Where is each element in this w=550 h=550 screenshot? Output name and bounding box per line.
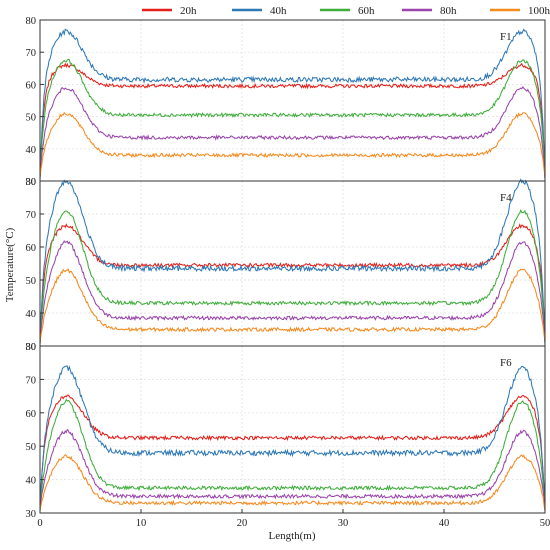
y-tick-label: 40 — [26, 145, 37, 156]
x-tick-label: 10 — [136, 518, 147, 529]
y-tick-label: 50 — [26, 113, 37, 124]
panel-label-F4: F4 — [500, 192, 512, 204]
y-tick-label: 70 — [26, 48, 37, 59]
panel-label-F6: F6 — [500, 357, 512, 369]
series-line-80h — [39, 86, 546, 180]
series-line-100h — [39, 453, 546, 512]
x-axis-ticks: 0 10 20 30 40 50 — [37, 509, 550, 529]
y-tick-label: 80 — [26, 342, 37, 353]
x-tick-label: 50 — [540, 518, 550, 529]
x-axis-label: Length(m) — [268, 530, 315, 542]
y-tick-label: 40 — [26, 476, 37, 487]
legend: 20h 40h 60h 80h 100h — [142, 5, 550, 17]
x-tick-label: 30 — [338, 518, 349, 529]
series-line-20h — [39, 394, 546, 511]
legend-label-40h: 40h — [270, 5, 287, 17]
series-line-60h — [39, 58, 546, 178]
y-tick-label: 40 — [26, 309, 37, 320]
x-tick-label: 40 — [439, 518, 450, 529]
series-line-40h — [39, 178, 546, 345]
panel-F1: 30 40 50 60 70 80 F1 — [26, 16, 546, 188]
panel-label-F1: F1 — [500, 31, 512, 43]
y-tick-label: 70 — [26, 210, 37, 221]
series-line-80h — [39, 240, 546, 344]
y-tick-label: 30 — [26, 177, 37, 188]
y-tick-label: 60 — [26, 80, 37, 91]
series-line-60h — [39, 398, 546, 511]
series-line-40h — [39, 28, 546, 181]
y-tick-label: 50 — [26, 442, 37, 453]
legend-label-100h: 100h — [528, 5, 550, 17]
y-tick-label: 80 — [26, 16, 37, 27]
series-line-100h — [39, 111, 546, 177]
plot-frame — [39, 19, 546, 182]
series-line-60h — [39, 208, 546, 345]
series-line-100h — [39, 268, 546, 344]
x-tick-label: 0 — [37, 518, 42, 529]
series-line-40h — [39, 365, 546, 511]
series-line-20h — [39, 62, 546, 180]
y-axis-label: Temperature(°C) — [4, 227, 16, 302]
y-tick-label: 80 — [26, 177, 37, 188]
y-tick-label: 50 — [26, 276, 37, 287]
panel-F4: 30 40 50 60 70 80 F4 — [26, 177, 546, 353]
series-line-80h — [39, 428, 546, 509]
series-line-20h — [39, 223, 546, 345]
x-tick-label: 20 — [237, 518, 248, 529]
y-tick-label: 30 — [26, 342, 37, 353]
y-tick-label: 30 — [26, 509, 37, 520]
legend-label-60h: 60h — [358, 5, 375, 17]
panel-F6: 30 40 50 60 70 80 F6 — [26, 342, 546, 520]
legend-label-20h: 20h — [180, 5, 197, 17]
legend-label-80h: 80h — [440, 5, 457, 17]
y-tick-label: 70 — [26, 375, 37, 386]
y-tick-label: 60 — [26, 409, 37, 420]
y-tick-label: 60 — [26, 243, 37, 254]
plot-frame — [39, 345, 546, 514]
plot-frame — [39, 180, 546, 347]
chart-panels: 30 40 50 60 70 80 F1 30 40 50 60 70 80 F4 30 40 50 60 70 80… — [26, 16, 546, 520]
